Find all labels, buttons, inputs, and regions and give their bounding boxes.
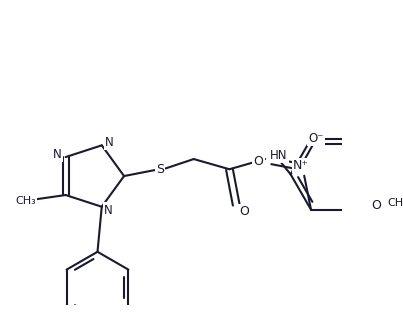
Text: O: O: [253, 155, 263, 168]
Text: N: N: [105, 136, 114, 149]
Text: N: N: [104, 204, 113, 217]
Text: HN: HN: [270, 149, 288, 162]
Text: CH₃: CH₃: [15, 196, 36, 206]
Text: N⁺: N⁺: [293, 159, 309, 172]
Text: O: O: [239, 205, 249, 218]
Text: O: O: [371, 199, 381, 212]
Text: N: N: [53, 148, 62, 161]
Text: O⁻: O⁻: [308, 132, 324, 145]
Text: S: S: [156, 163, 164, 176]
Text: CH₃: CH₃: [387, 198, 403, 208]
